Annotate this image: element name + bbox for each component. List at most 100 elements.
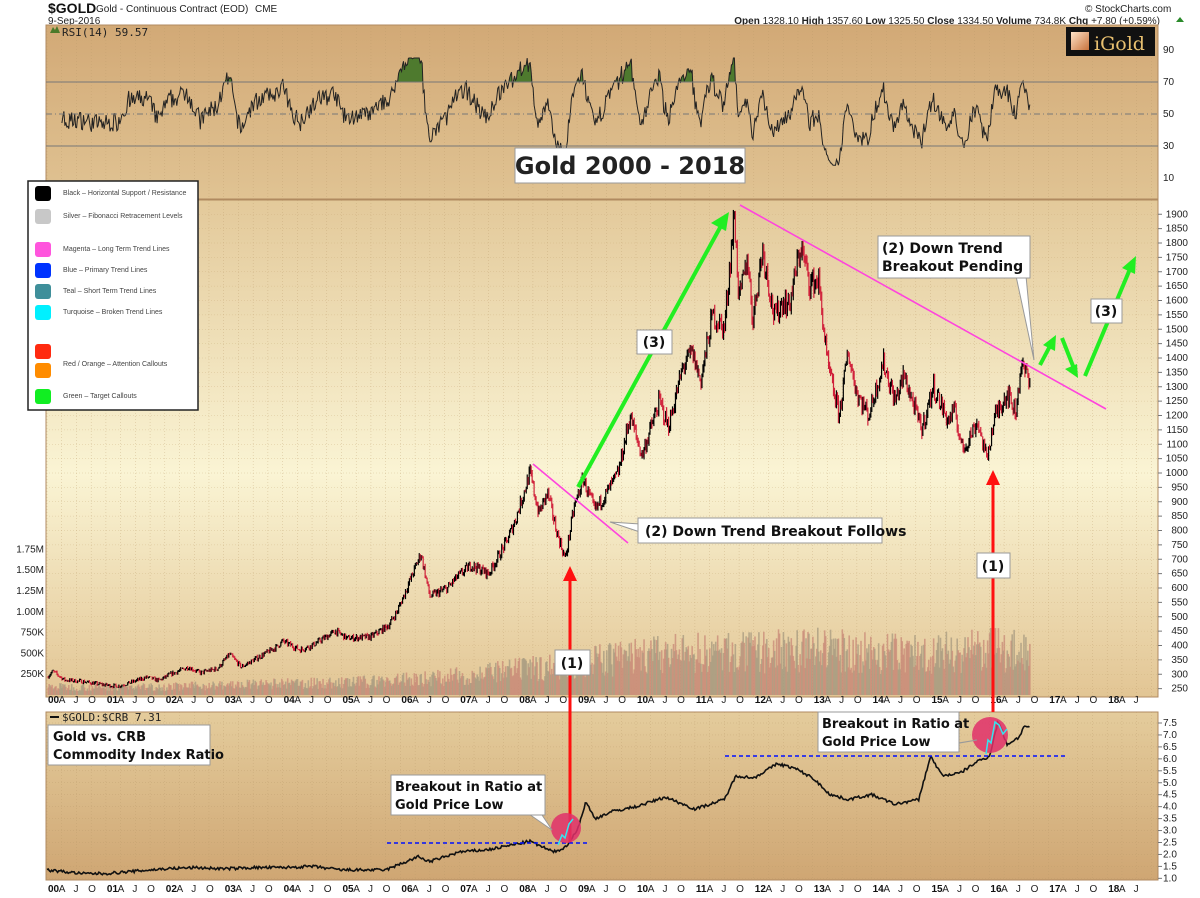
callout-ratio-breakout-2009	[390, 774, 546, 816]
close-value: 1334.50	[957, 16, 994, 27]
ratio-tick-label: 2.0	[1163, 849, 1177, 860]
month-tick-label: O	[913, 695, 921, 706]
month-tick-label: J	[191, 884, 196, 895]
low-value: 1325.50	[888, 16, 925, 27]
month-tick-label: A	[648, 884, 655, 895]
month-tick-label: A	[353, 884, 360, 895]
short-downtrend-line	[532, 463, 629, 544]
month-tick-label: A	[412, 884, 419, 895]
month-tick-label: J	[191, 695, 196, 706]
ratio-title-line2: Commodity Index Ratio	[53, 748, 224, 763]
year-tick-label: 10	[637, 695, 649, 706]
month-tick-label: J	[839, 695, 844, 706]
legend-label: Green – Target Callouts	[63, 393, 137, 400]
callout-text: Breakout Pending	[882, 259, 1023, 275]
year-tick-label: 15	[932, 695, 944, 706]
month-tick-label: J	[839, 884, 844, 895]
year-tick-label: 03	[225, 884, 237, 895]
year-tick-label: 04	[284, 695, 296, 706]
legend-swatch	[35, 186, 51, 201]
arrow-up-icon	[986, 470, 1000, 485]
ratio-line	[46, 720, 1030, 876]
month-tick-label: O	[677, 695, 685, 706]
instrument-name: Gold - Continuous Contract (EOD)	[96, 4, 248, 15]
legend-swatch	[35, 209, 51, 224]
month-tick-label: A	[294, 884, 301, 895]
year-tick-label: 03	[225, 695, 237, 706]
year-tick-label: 07	[460, 884, 472, 895]
volume-tick-label: 1.00M	[16, 607, 44, 618]
callout-text: Gold Price Low	[822, 735, 931, 750]
price-bars	[47, 209, 1031, 689]
month-tick-label: O	[500, 884, 508, 895]
month-tick-label: A	[471, 884, 478, 895]
callout-breakout-follows	[637, 517, 883, 544]
volume-value: 734.8K	[1034, 16, 1066, 27]
month-tick-label: O	[383, 695, 391, 706]
ratio-breakout-trace	[557, 818, 574, 846]
month-tick-label: O	[618, 884, 626, 895]
month-tick-label: A	[883, 884, 890, 895]
month-tick-label: A	[1060, 884, 1067, 895]
long-downtrend-line	[739, 204, 1107, 410]
price-tick-label: 350	[1171, 655, 1188, 666]
month-tick-label: J	[132, 695, 137, 706]
svg-text:iGold: iGold	[1094, 33, 1145, 55]
callout-breakout-pending	[877, 235, 1031, 279]
legend-label: Teal – Short Term Trend Lines	[63, 288, 157, 295]
credit: © StockCharts.com	[1085, 4, 1171, 15]
exchange: CME	[255, 4, 278, 15]
legend-label: Silver – Fibonacci Retracement Levels	[63, 213, 183, 220]
legend-swatch	[35, 389, 51, 404]
ratio-tick-label: 6.5	[1163, 742, 1177, 753]
igold-logo: iGold	[1066, 27, 1155, 56]
month-tick-label: O	[854, 695, 862, 706]
up-triangle-icon	[1176, 17, 1184, 22]
year-tick-label: 05	[343, 884, 355, 895]
year-tick-label: 14	[873, 884, 885, 895]
month-tick-label: O	[972, 695, 980, 706]
price-tick-label: 1900	[1166, 209, 1189, 220]
rsi-tick-label: 10	[1163, 173, 1175, 184]
price-tick-label: 250	[1171, 684, 1188, 695]
price-tick-label: 550	[1171, 597, 1188, 608]
price-tick-label: 1300	[1166, 382, 1189, 393]
month-tick-label: O	[88, 884, 96, 895]
legend-label: Blue – Primary Trend Lines	[63, 267, 148, 274]
month-tick-label: O	[559, 884, 567, 895]
price-tick-label: 600	[1171, 583, 1188, 594]
legend-swatch	[35, 344, 51, 359]
month-tick-label: A	[883, 695, 890, 706]
legend-swatch	[35, 305, 51, 320]
year-tick-label: 07	[460, 695, 472, 706]
callout-wave1-left	[554, 649, 591, 676]
volume-tick-label: 250K	[21, 669, 45, 680]
open-value: 1328.10	[763, 16, 800, 27]
chart-title-box	[514, 147, 746, 184]
month-tick-label: O	[618, 695, 626, 706]
month-tick-label: J	[309, 884, 314, 895]
volume-tick-label: 500K	[21, 648, 45, 659]
month-tick-label: O	[559, 695, 567, 706]
price-tick-label: 1400	[1166, 353, 1189, 364]
month-tick-label: J	[132, 884, 137, 895]
month-tick-label: J	[898, 884, 903, 895]
month-tick-label: J	[1016, 884, 1021, 895]
color-legend	[27, 180, 199, 411]
month-tick-label: J	[662, 695, 667, 706]
volume-label: Volume	[996, 16, 1032, 27]
month-tick-label: J	[427, 695, 432, 706]
date-axis: 00 A J O 01 A J O 02 A J O 03 A J O 04 A J O 05 A J O 06 A J O 07 A J O…	[48, 695, 1139, 895]
arrow-up-icon	[563, 566, 577, 581]
volume-axis: 1.75M 1.50M 1.25M 1.00M 750K 500K 250K	[16, 544, 44, 680]
callout-text: (3)	[643, 335, 666, 351]
year-tick-label: 13	[814, 884, 826, 895]
month-tick-label: O	[88, 695, 96, 706]
rsi-line	[61, 57, 1031, 166]
price-tick-label: 800	[1171, 526, 1188, 537]
rsi-tick-label: 90	[1163, 45, 1175, 56]
price-tick-label: 950	[1171, 482, 1188, 493]
month-tick-label: O	[1089, 884, 1097, 895]
year-tick-label: 06	[401, 884, 413, 895]
price-tick-label: 1700	[1166, 267, 1189, 278]
